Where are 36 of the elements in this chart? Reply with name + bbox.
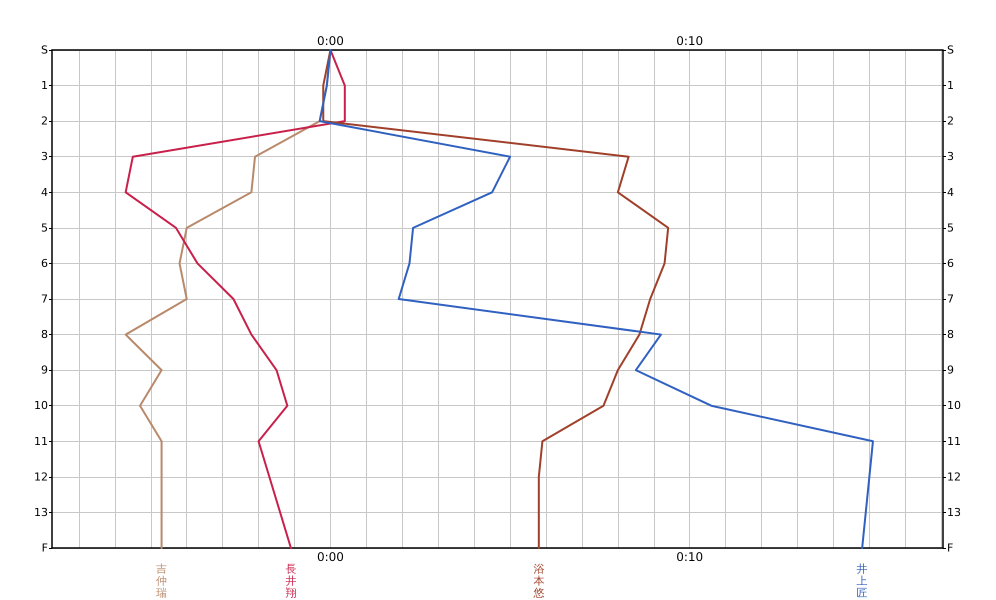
y-tick-label: 12 xyxy=(34,470,48,484)
series-label: 吉仲瑞 xyxy=(156,562,168,600)
category-label: 2 xyxy=(947,114,954,128)
category-label: 3 xyxy=(947,150,954,164)
y-tick-label: 9 xyxy=(41,364,48,377)
y-tick-label: 3 xyxy=(41,150,48,164)
y-tick-label: S xyxy=(41,44,48,56)
category-label: 8 xyxy=(947,328,954,342)
category-label: S xyxy=(947,44,954,56)
series-label: 井上匠 xyxy=(856,562,868,600)
x2-tick-label: 0:00 xyxy=(316,34,344,48)
y-tick-label: 6 xyxy=(41,256,48,270)
y-tick-label: 13 xyxy=(34,506,48,519)
y-tick-label: 1 xyxy=(41,79,48,92)
category-label: 7 xyxy=(947,292,954,306)
y-tick-label: F xyxy=(42,542,48,554)
category-label: 12 xyxy=(947,470,961,484)
series-label: 長井翔 xyxy=(285,562,296,600)
category-label: F xyxy=(947,542,954,554)
y-tick-label: 8 xyxy=(41,328,48,342)
category-label: 6 xyxy=(947,256,954,270)
category-label: 5 xyxy=(947,221,954,234)
category-label: 11 xyxy=(947,434,961,448)
y-tick-label: 7 xyxy=(41,292,48,306)
category-label: 4 xyxy=(947,186,954,199)
y-tick-label: 10 xyxy=(34,399,48,412)
category-label: 9 xyxy=(947,364,954,377)
y-tick-label: 2 xyxy=(41,114,48,128)
y-tick-label: 5 xyxy=(41,221,48,234)
x2-tick-label: 0:10 xyxy=(676,34,704,48)
series-label: 浴本悠 xyxy=(532,562,544,600)
y-tick-label: 4 xyxy=(41,186,48,199)
category-label: 1 xyxy=(947,79,954,92)
y-tick-label: 11 xyxy=(34,434,48,448)
category-label: 13 xyxy=(947,506,961,519)
category-label: 10 xyxy=(947,399,961,412)
